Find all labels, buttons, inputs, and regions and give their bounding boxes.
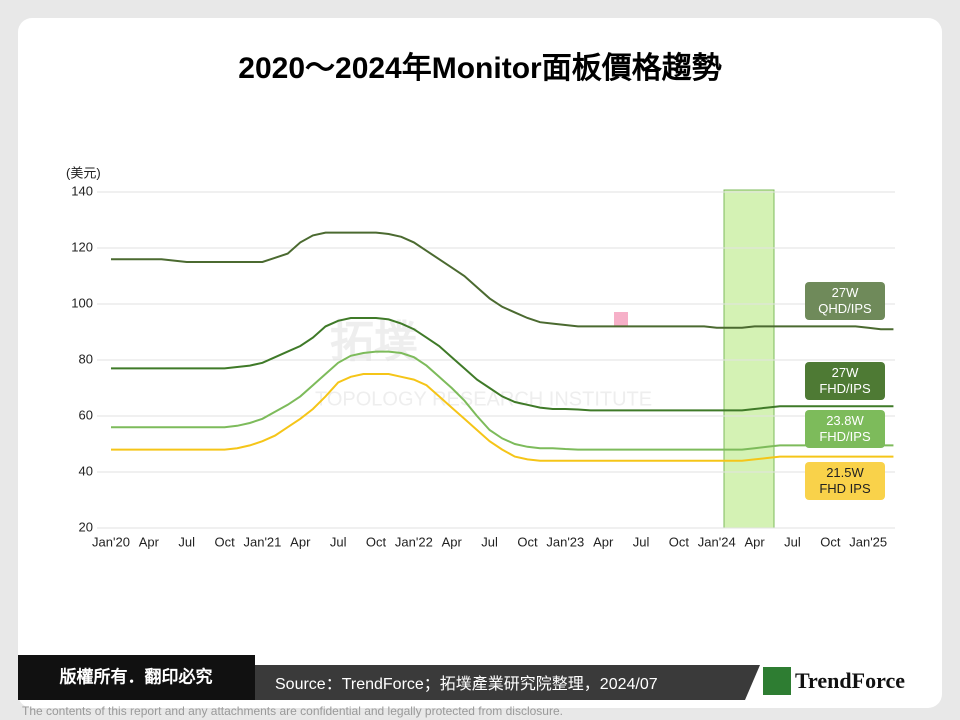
y-tick-label: 100 — [71, 295, 93, 310]
x-tick-label: Apr — [139, 534, 160, 549]
marker — [614, 312, 628, 326]
x-tick-label: Apr — [290, 534, 311, 549]
x-tick-label: Jan'23 — [546, 534, 584, 549]
y-tick-label: 60 — [79, 407, 93, 422]
x-tick-label: Oct — [366, 534, 387, 549]
x-tick-label: Apr — [593, 534, 614, 549]
disclaimer: The contents of this report and any atta… — [22, 704, 563, 718]
y-tick-label: 80 — [79, 351, 93, 366]
x-tick-label: Jan'24 — [698, 534, 736, 549]
x-tick-label: Jul — [330, 534, 347, 549]
x-tick-label: Jan'25 — [849, 534, 887, 549]
watermark-name: TOPOLOGY RESEARCH INSTITUTE — [315, 388, 652, 410]
x-tick-label: Apr — [745, 534, 766, 549]
x-tick-label: Jan'21 — [243, 534, 281, 549]
logo: TrendForce — [795, 668, 905, 693]
x-tick-label: Oct — [517, 534, 538, 549]
x-tick-label: Oct — [214, 534, 235, 549]
title: 2020～2024年Monitor面板價格趨勢 — [238, 51, 721, 85]
x-tick-label: Oct — [669, 534, 690, 549]
x-tick-label: Jul — [633, 534, 650, 549]
y-tick-label: 40 — [79, 463, 93, 478]
x-tick-label: Jul — [178, 534, 195, 549]
series-line — [111, 350, 894, 451]
series-label: 27W FHD/IPS — [805, 362, 885, 400]
y-unit: (美元) — [66, 165, 101, 180]
x-tick-label: Apr — [442, 534, 463, 549]
x-tick-label: Jul — [481, 534, 498, 549]
logo-mark — [763, 667, 791, 695]
x-tick-label: Jan'20 — [92, 534, 130, 549]
series-label: 27W QHD/IPS — [805, 282, 885, 320]
y-tick-label: 120 — [71, 239, 93, 254]
x-tick-label: Jul — [784, 534, 801, 549]
series-line — [111, 231, 894, 331]
rights-box — [18, 655, 255, 700]
highlight-period — [723, 189, 775, 529]
rights: 版權所有．翻印必究 — [60, 666, 213, 686]
series-label: 23.8W FHD/IPS — [805, 410, 885, 448]
source: Source：TrendForce；拓墣產業研究院整理，2024/07 — [275, 675, 658, 693]
card — [18, 18, 942, 708]
series-label: 21.5W FHD IPS — [805, 462, 885, 500]
y-tick-label: 20 — [79, 519, 93, 534]
source-band — [255, 665, 760, 700]
y-tick-label: 140 — [71, 183, 93, 198]
x-tick-label: Oct — [820, 534, 841, 549]
series-line — [111, 317, 894, 412]
x-tick-label: Jan'22 — [395, 534, 433, 549]
series-line — [111, 373, 894, 462]
